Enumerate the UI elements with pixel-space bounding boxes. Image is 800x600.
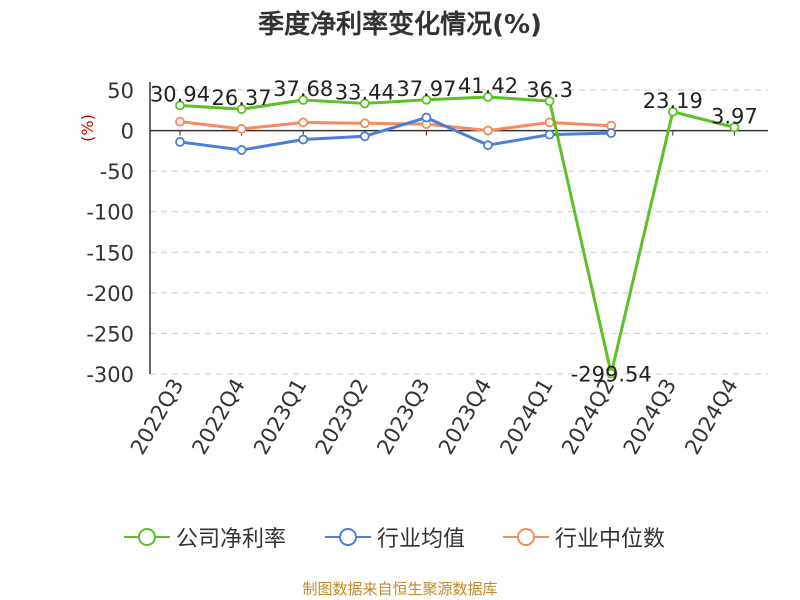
data-point-0 bbox=[421, 94, 432, 105]
legend-marker-company bbox=[124, 528, 170, 546]
data-label: 26.37 bbox=[212, 86, 272, 110]
y-tick-label: -200 bbox=[86, 282, 134, 306]
legend-label-industry-avg: 行业均值 bbox=[377, 527, 466, 552]
data-point-2 bbox=[359, 118, 370, 129]
source-note: 制图数据来自恒生聚源数据库 bbox=[302, 580, 498, 598]
data-label: 36.3 bbox=[526, 78, 573, 102]
x-tick-label: 2023Q2 bbox=[311, 375, 373, 459]
data-point-1 bbox=[544, 129, 555, 140]
data-label: 41.42 bbox=[458, 74, 518, 98]
x-tick-label: 2023Q1 bbox=[249, 375, 311, 459]
data-point-2 bbox=[483, 125, 493, 136]
data-label: 30.94 bbox=[150, 82, 210, 106]
data-point-1 bbox=[236, 145, 247, 155]
data-point-2 bbox=[175, 116, 185, 127]
y-tick-label: -300 bbox=[86, 363, 134, 387]
data-label: -299.54 bbox=[571, 363, 652, 387]
data-label: 37.97 bbox=[396, 77, 456, 101]
legend: 公司净利率 行业均值 行业中位数 bbox=[0, 519, 800, 555]
x-tick-label: 2024Q2 bbox=[557, 375, 619, 459]
x-tick-label: 2022Q3 bbox=[126, 375, 188, 459]
data-point-0 bbox=[544, 96, 555, 107]
data-point-0 bbox=[298, 95, 309, 105]
series-line-0 bbox=[179, 95, 735, 376]
data-point-1 bbox=[359, 131, 370, 142]
data-label: 33.44 bbox=[335, 80, 395, 104]
data-point-0 bbox=[359, 98, 370, 109]
data-label: 3.97 bbox=[711, 104, 758, 128]
net-margin-chart: 50 0 -50 -100 -150 -200 -250 -300 (%) 2022Q3 2022Q… bbox=[78, 74, 768, 459]
data-point-0 bbox=[483, 92, 493, 102]
x-tick-label: 2023Q3 bbox=[372, 375, 434, 459]
y-axis-label: (%) bbox=[78, 114, 97, 142]
legend-item-company[interactable]: 公司净利率 bbox=[124, 519, 286, 555]
data-point-1 bbox=[421, 112, 432, 123]
data-point-0 bbox=[729, 122, 740, 133]
x-tick-label: 2023Q4 bbox=[434, 375, 496, 459]
data-label: 37.68 bbox=[273, 77, 333, 101]
legend-label-industry-median: 行业中位数 bbox=[555, 527, 666, 552]
series-line-1 bbox=[179, 116, 612, 152]
data-point-1 bbox=[175, 137, 185, 147]
data-point-0 bbox=[667, 106, 678, 117]
y-tick-label: 0 bbox=[121, 120, 134, 144]
x-tick-label: 2024Q3 bbox=[619, 375, 681, 459]
y-tick-label: -50 bbox=[100, 160, 134, 184]
chart-title: 季度净利率变化情况(%) bbox=[258, 10, 542, 40]
data-point-1 bbox=[298, 134, 309, 145]
data-point-1 bbox=[606, 128, 617, 138]
data-point-0 bbox=[175, 100, 185, 111]
y-tick-label: -150 bbox=[86, 241, 134, 265]
x-tick-label: 2022Q4 bbox=[187, 375, 249, 459]
y-tick-label: -100 bbox=[86, 201, 134, 225]
legend-item-industry-median[interactable]: 行业中位数 bbox=[503, 519, 665, 555]
x-tick-label: 2024Q4 bbox=[680, 375, 742, 459]
legend-marker-industry-avg bbox=[325, 528, 371, 546]
y-tick-label: 50 bbox=[107, 79, 134, 103]
legend-marker-industry-median bbox=[503, 528, 549, 546]
legend-label-company: 公司净利率 bbox=[176, 527, 287, 552]
legend-item-industry-avg[interactable]: 行业均值 bbox=[325, 519, 465, 555]
x-tick-label: 2024Q1 bbox=[495, 375, 557, 459]
data-point-2 bbox=[298, 117, 309, 128]
series-line-2 bbox=[179, 120, 612, 133]
data-point-1 bbox=[483, 140, 493, 151]
data-point-2 bbox=[236, 124, 247, 134]
data-point-0 bbox=[606, 368, 617, 379]
data-label: 23.19 bbox=[643, 89, 703, 113]
data-point-0 bbox=[236, 104, 247, 115]
y-tick-label: -250 bbox=[86, 322, 134, 346]
